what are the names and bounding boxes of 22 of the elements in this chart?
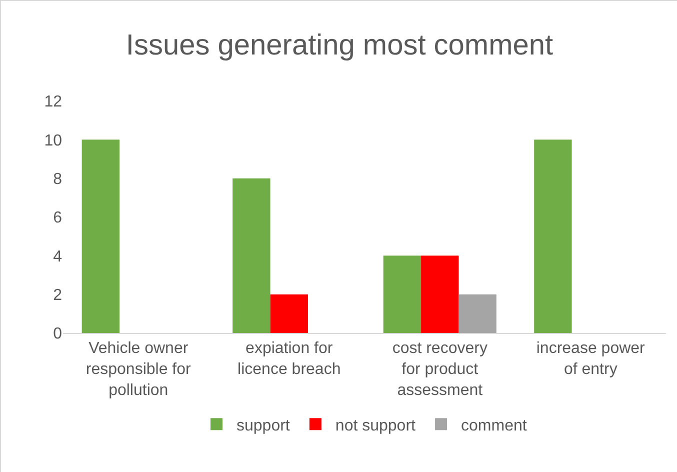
- legend-label: not support: [335, 417, 416, 434]
- bar: [383, 256, 422, 333]
- legend-label: support: [236, 417, 290, 434]
- y-tick-label: 8: [53, 170, 62, 188]
- bar: [232, 178, 270, 333]
- bar: [270, 294, 308, 333]
- x-tick-label: Vehicle owner responsible for pollution: [86, 340, 192, 399]
- y-tick-label: 2: [53, 286, 62, 304]
- bar: [82, 140, 120, 333]
- bar: [534, 140, 572, 333]
- y-tick-label: 6: [53, 210, 62, 227]
- y-tick-label: 10: [44, 132, 62, 150]
- y-tick-label: 4: [53, 248, 62, 266]
- bar: [421, 256, 459, 333]
- x-tick-label: expiation for licence breach: [238, 340, 341, 378]
- y-tick-label: 0: [53, 326, 62, 343]
- legend-label: comment: [461, 417, 528, 434]
- y-tick-label: 12: [44, 94, 62, 111]
- x-tick-label: cost recovery for product assessment: [392, 340, 488, 399]
- bar: [458, 294, 496, 333]
- chart-title: Issues generating most comment: [126, 29, 554, 62]
- x-tick-label: increase power of entry: [536, 340, 646, 378]
